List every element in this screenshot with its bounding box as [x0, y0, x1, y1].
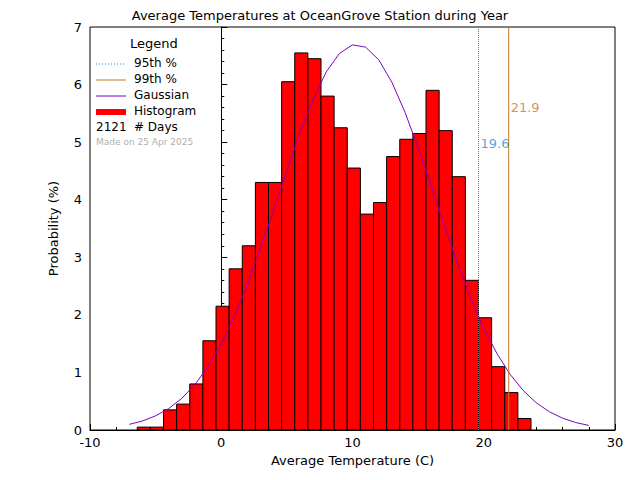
svg-text:Histogram: Histogram: [134, 104, 196, 118]
svg-text:19.6: 19.6: [481, 136, 510, 151]
svg-text:6: 6: [74, 77, 82, 92]
svg-text:3: 3: [74, 250, 82, 265]
svg-text:Made on 25 Apr 2025: Made on 25 Apr 2025: [96, 137, 193, 147]
svg-text:7: 7: [74, 20, 82, 35]
svg-text:Gaussian: Gaussian: [134, 88, 189, 102]
svg-text:Average Temperatures at OceanG: Average Temperatures at OceanGrove Stati…: [132, 8, 509, 23]
svg-text:Probability (%): Probability (%): [46, 181, 61, 276]
svg-text:0: 0: [217, 435, 225, 450]
svg-text:95th %: 95th %: [134, 56, 177, 70]
svg-text:99th %: 99th %: [134, 72, 177, 86]
svg-text:1: 1: [74, 365, 82, 380]
svg-text:21.9: 21.9: [511, 100, 540, 115]
svg-text:2121: 2121: [96, 120, 127, 134]
svg-text:0: 0: [73, 422, 82, 438]
svg-text:4: 4: [74, 192, 82, 207]
svg-text:30: 30: [607, 435, 624, 450]
svg-text:# Days: # Days: [134, 120, 178, 134]
svg-text:-10: -10: [79, 435, 100, 450]
svg-text:Legend: Legend: [130, 36, 178, 51]
svg-text:10: 10: [344, 435, 361, 450]
svg-text:Average Temperature (C): Average Temperature (C): [271, 453, 434, 468]
svg-text:2: 2: [74, 307, 82, 322]
svg-text:5: 5: [74, 135, 82, 150]
svg-text:20: 20: [475, 435, 492, 450]
